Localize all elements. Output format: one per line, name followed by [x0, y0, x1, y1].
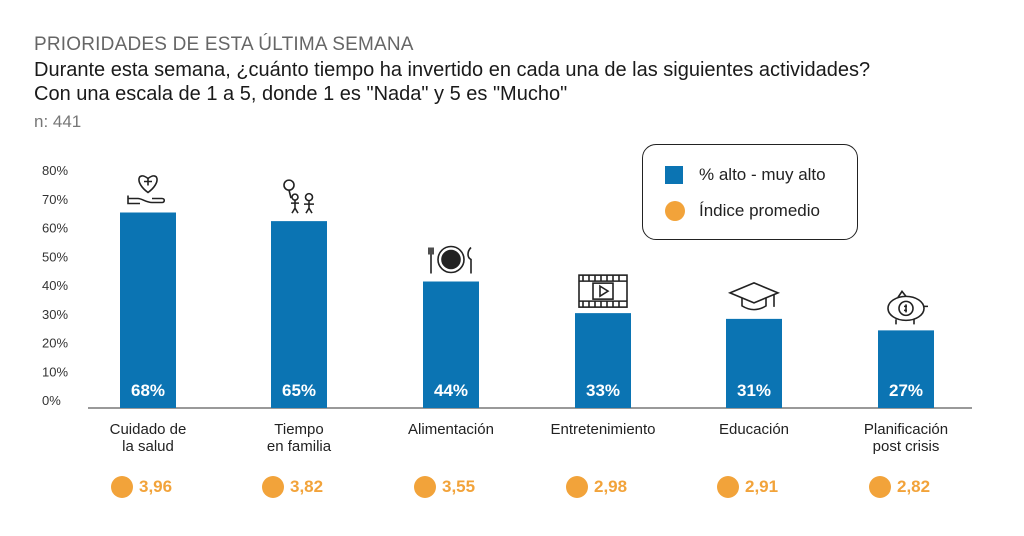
y-tick-label: 10%	[42, 364, 68, 379]
bar	[575, 313, 631, 408]
x-category-line: Entretenimiento	[550, 421, 656, 438]
index-value: 3,55	[414, 476, 475, 498]
bar-value-label: 31%	[737, 381, 771, 400]
y-tick-label: 20%	[42, 336, 68, 351]
legend: % alto - muy alto Índice promedio	[642, 144, 858, 240]
sample-size: n: 441	[34, 112, 82, 131]
index-dot	[717, 476, 739, 498]
piggy-bank-icon	[887, 290, 928, 325]
x-category-label: Tiempo en familia	[224, 421, 374, 455]
x-category-label: Alimentación	[376, 421, 526, 438]
x-category-label: Educación	[679, 421, 829, 438]
bar	[878, 330, 934, 408]
x-category-line: Educación	[718, 421, 790, 438]
index-value-label: 3,96	[139, 477, 173, 496]
index-value: 3,82	[262, 476, 323, 498]
index-value: 2,98	[566, 476, 627, 498]
bar	[120, 212, 176, 408]
legend-dot-label: Índice promedio	[699, 201, 820, 220]
y-tick-label: 40%	[42, 278, 68, 293]
bar	[423, 281, 479, 408]
family-icon	[283, 179, 314, 214]
index-value-label: 2,91	[745, 477, 779, 496]
x-category-line: en familia	[266, 438, 332, 455]
index-value-label: 3,82	[290, 477, 324, 496]
index-value: 2,91	[717, 476, 778, 498]
x-category-line: Planificación	[863, 421, 949, 438]
index-value-label: 3,55	[442, 477, 476, 496]
legend-bar-swatch	[665, 166, 683, 184]
legend-bar-label: % alto - muy alto	[699, 165, 826, 184]
bar-value-label: 33%	[586, 381, 620, 400]
y-tick-label: 30%	[42, 307, 68, 322]
bar-value-label: 68%	[131, 381, 165, 400]
heart-hand-icon	[127, 175, 166, 205]
film-play-icon	[578, 274, 628, 308]
question-line-2: Con una escala de 1 a 5, donde 1 es "Nad…	[34, 83, 568, 105]
bar-value-label: 27%	[889, 381, 923, 400]
legend-item-index: Índice promedio	[665, 201, 820, 221]
graduation-cap-icon	[727, 282, 781, 311]
bar-value-label: 65%	[282, 381, 316, 400]
legend-dot-swatch	[665, 201, 685, 221]
x-category-line: la salud	[122, 438, 174, 455]
x-category-label: Entretenimiento	[528, 421, 678, 438]
chart-kicker: PRIORIDADES DE ESTA ÚLTIMA SEMANA	[34, 34, 414, 55]
question-line-1: Durante esta semana, ¿cuánto tiempo ha i…	[34, 59, 871, 81]
x-category-line: Alimentación	[408, 421, 494, 438]
index-dot	[262, 476, 284, 498]
index-value: 2,82	[869, 476, 930, 498]
index-dot	[869, 476, 891, 498]
bar-value-label: 44%	[434, 381, 468, 400]
x-category-line: Tiempo	[274, 421, 324, 438]
index-value: 3,96	[111, 476, 172, 498]
bar	[271, 221, 327, 408]
y-tick-label: 50%	[42, 249, 68, 264]
y-tick-label: 70%	[42, 192, 68, 207]
index-dot	[566, 476, 588, 498]
index-value-label: 2,82	[897, 477, 931, 496]
index-dot	[414, 476, 436, 498]
index-value-label: 2,98	[594, 477, 628, 496]
y-tick-label: 0%	[42, 393, 61, 408]
x-category-label: Cuidado de la salud	[73, 421, 223, 455]
y-tick-label: 60%	[42, 221, 68, 236]
index-dot	[111, 476, 133, 498]
legend-item-bars: % alto - muy alto	[665, 165, 826, 185]
y-tick-label: 80%	[42, 163, 68, 178]
x-category-line: Cuidado de	[109, 421, 187, 438]
x-category-line: post crisis	[872, 438, 940, 455]
bar	[726, 318, 782, 408]
plate-cutlery-icon	[428, 245, 472, 274]
x-category-label: Planificación post crisis	[831, 421, 981, 455]
